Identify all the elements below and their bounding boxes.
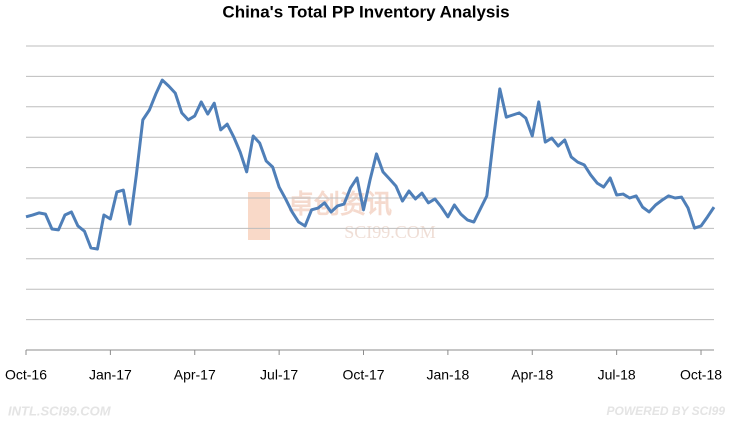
footer-right: POWERED BY SCI99 xyxy=(607,404,726,418)
footer-left: INTL.SCI99.COM xyxy=(8,403,112,418)
watermark-logo xyxy=(248,192,270,240)
watermark-sub: SCI99.COM xyxy=(344,222,436,242)
x-tick-label: Oct-17 xyxy=(343,367,385,383)
chart-title: China's Total PP Inventory Analysis xyxy=(222,2,509,21)
x-tick-label: Jan-17 xyxy=(89,367,132,383)
x-tick-label: Oct-16 xyxy=(5,367,47,383)
data-line xyxy=(25,78,716,251)
x-tick-label: Jul-18 xyxy=(598,367,636,383)
x-tick-label: Jul-17 xyxy=(260,367,298,383)
x-tick-label: Jan-18 xyxy=(426,367,469,383)
x-tick-label: Apr-18 xyxy=(511,367,553,383)
x-tick-label: Oct-18 xyxy=(680,367,722,383)
x-tick-label: Apr-17 xyxy=(174,367,216,383)
